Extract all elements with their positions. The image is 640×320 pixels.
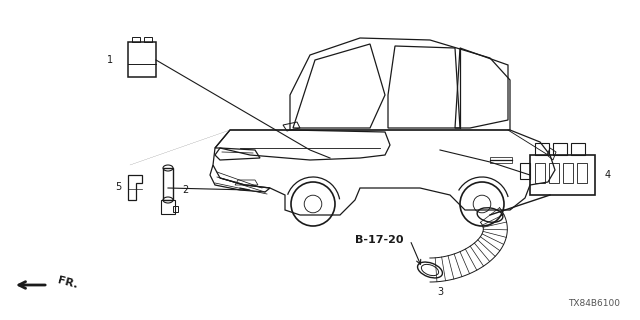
Bar bbox=[490, 157, 512, 163]
Bar bbox=[132, 37, 140, 42]
Bar bbox=[549, 163, 559, 183]
Bar bbox=[173, 206, 178, 212]
Text: TX84B6100: TX84B6100 bbox=[568, 299, 620, 308]
Bar bbox=[563, 163, 573, 183]
Bar bbox=[571, 143, 585, 155]
Text: 5: 5 bbox=[115, 182, 121, 192]
Text: 1: 1 bbox=[107, 55, 113, 65]
Text: FR.: FR. bbox=[56, 276, 78, 291]
Bar bbox=[530, 155, 595, 195]
Bar bbox=[520, 163, 530, 179]
Bar bbox=[535, 143, 549, 155]
Bar bbox=[163, 168, 173, 200]
Bar bbox=[553, 143, 567, 155]
Bar bbox=[144, 37, 152, 42]
Text: 2: 2 bbox=[182, 185, 188, 195]
Text: 3: 3 bbox=[437, 287, 443, 297]
Bar bbox=[161, 200, 175, 214]
Text: 4: 4 bbox=[605, 170, 611, 180]
Bar bbox=[128, 42, 156, 77]
Text: B-17-20: B-17-20 bbox=[355, 235, 403, 245]
Bar bbox=[535, 163, 545, 183]
Bar bbox=[577, 163, 587, 183]
